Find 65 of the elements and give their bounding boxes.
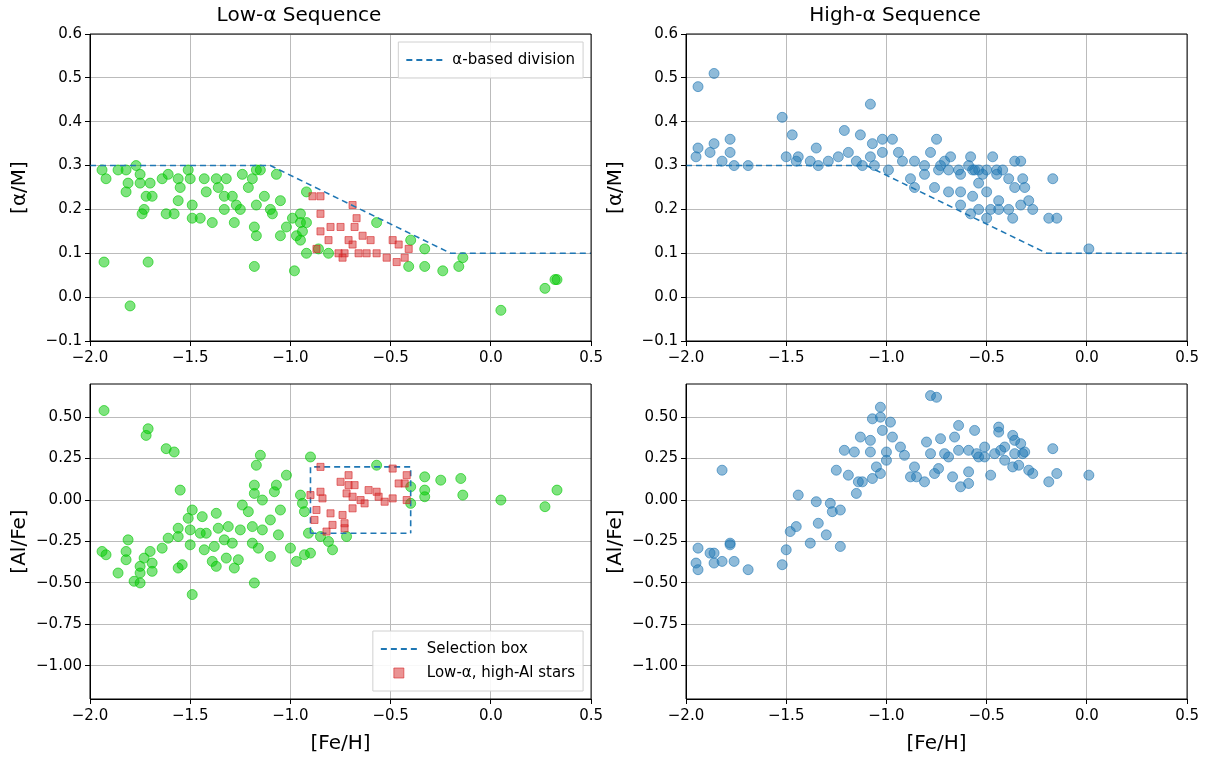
x-tick-label: 0.5 bbox=[579, 705, 603, 724]
chart-title: High-α Sequence bbox=[809, 2, 981, 27]
x-tick-label: 0.5 bbox=[1175, 705, 1199, 724]
y-tick-label: 0.50 bbox=[644, 407, 678, 426]
x-tick-label: 0.5 bbox=[579, 347, 603, 366]
x-axis-title: [Fe/H] bbox=[906, 730, 967, 755]
y-tick-label: −0.75 bbox=[36, 614, 82, 633]
y-tick-label: 0.00 bbox=[644, 489, 678, 508]
y-tick-label: −0.75 bbox=[632, 614, 678, 633]
x-tick-label: 0.5 bbox=[1175, 347, 1199, 366]
y-tick-label: 0.3 bbox=[654, 155, 678, 174]
y-tick-label: 0.50 bbox=[48, 407, 82, 426]
y-tick-label: 0.2 bbox=[58, 199, 82, 218]
legend-label: α-based division bbox=[452, 49, 576, 68]
x-tick-label: −0.5 bbox=[372, 705, 409, 724]
y-tick-label: 0.6 bbox=[58, 23, 82, 42]
y-tick-label: 0.25 bbox=[644, 448, 678, 467]
x-tick-label: −1.5 bbox=[172, 347, 209, 366]
y-tick-label: −0.50 bbox=[632, 572, 678, 591]
y-tick-label: −0.1 bbox=[641, 330, 678, 349]
y-tick-label: 0.3 bbox=[58, 155, 82, 174]
x-tick-label: −2.0 bbox=[71, 347, 109, 366]
y-axis-title: [Al/Fe] bbox=[602, 509, 627, 574]
y-axis-title: [Al/Fe] bbox=[6, 509, 31, 574]
y-tick-label: 0.4 bbox=[654, 111, 678, 130]
legend-label: Selection box bbox=[426, 638, 528, 657]
x-tick-label: −0.5 bbox=[968, 347, 1005, 366]
y-tick-label: −1.00 bbox=[632, 655, 678, 674]
y-tick-label: 0.6 bbox=[654, 23, 678, 42]
y-tick-label: 0.5 bbox=[654, 67, 678, 86]
y-tick-label: 0.25 bbox=[48, 448, 82, 467]
x-tick-label: −2.0 bbox=[667, 705, 705, 724]
x-tick-label: −1.0 bbox=[868, 347, 905, 366]
x-tick-label: −1.5 bbox=[768, 347, 805, 366]
y-tick-label: 0.1 bbox=[58, 243, 82, 262]
y-tick-label: −1.00 bbox=[36, 655, 82, 674]
y-tick-label: 0.0 bbox=[58, 287, 82, 306]
legend-label: Low-α, high-Al stars bbox=[426, 662, 576, 681]
y-tick-label: −0.1 bbox=[45, 330, 82, 349]
y-tick-label: 0.5 bbox=[58, 67, 82, 86]
x-tick-label: −1.0 bbox=[272, 705, 309, 724]
x-tick-label: 0.0 bbox=[1074, 347, 1099, 366]
x-tick-label: −2.0 bbox=[71, 705, 109, 724]
y-tick-label: 0.1 bbox=[654, 243, 678, 262]
y-tick-label: −0.25 bbox=[632, 531, 678, 550]
x-tick-label: 0.0 bbox=[1074, 705, 1099, 724]
x-tick-label: −1.5 bbox=[768, 705, 805, 724]
y-tick-label: −0.50 bbox=[36, 572, 82, 591]
y-tick-label: 0.00 bbox=[48, 489, 82, 508]
x-tick-label: −2.0 bbox=[667, 347, 705, 366]
x-tick-label: −1.5 bbox=[172, 705, 209, 724]
x-tick-label: 0.0 bbox=[478, 705, 503, 724]
x-tick-label: −0.5 bbox=[968, 705, 1005, 724]
x-tick-label: −1.0 bbox=[272, 347, 309, 366]
x-tick-label: −0.5 bbox=[372, 347, 409, 366]
chart-title: Low-α Sequence bbox=[216, 2, 382, 27]
x-tick-label: −1.0 bbox=[868, 705, 905, 724]
y-axis-title: [α/M] bbox=[6, 161, 31, 214]
x-axis-title: [Fe/H] bbox=[310, 730, 371, 755]
y-tick-label: −0.25 bbox=[36, 531, 82, 550]
y-tick-label: 0.4 bbox=[58, 111, 82, 130]
y-tick-label: 0.2 bbox=[654, 199, 678, 218]
y-axis-title: [α/M] bbox=[602, 161, 627, 214]
y-tick-label: 0.0 bbox=[654, 287, 678, 306]
x-tick-label: 0.0 bbox=[478, 347, 503, 366]
